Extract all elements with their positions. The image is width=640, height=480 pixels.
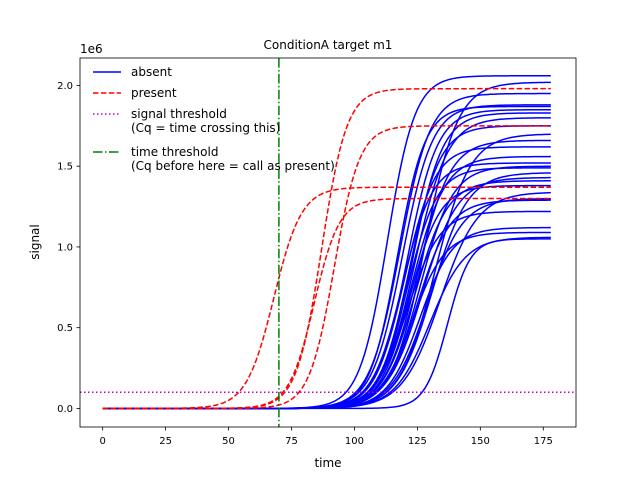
x-tick-label: 175 (534, 436, 553, 447)
y-axis-multiplier: 1e6 (80, 42, 103, 56)
absent-curve-27 (102, 191, 551, 410)
present-curve-28 (102, 87, 551, 410)
absent-curve-25 (102, 133, 551, 410)
legend-label-3: time threshold (131, 145, 218, 159)
legend-label-2: (Cq = time crossing this) (131, 121, 280, 135)
legend-label-3: (Cq before here = call as present) (131, 159, 335, 173)
x-tick-label: 25 (159, 436, 172, 447)
x-tick-label: 150 (471, 436, 490, 447)
plot-area (80, 58, 576, 427)
x-axis-label: time (314, 456, 341, 470)
absent-curve-26 (102, 172, 551, 410)
y-tick-label: 1.0 (57, 242, 73, 253)
absent-curve-22 (102, 236, 551, 410)
x-tick-label: 0 (99, 436, 105, 447)
y-axis: 0.0 0.5 1.0 1.5 2.0 (57, 81, 80, 415)
x-tick-label: 100 (345, 436, 364, 447)
absent-curve-10 (102, 155, 551, 410)
absent-curve-23 (102, 238, 551, 410)
legend-label-0: absent (131, 65, 172, 79)
y-tick-label: 0.5 (57, 323, 73, 334)
legend-label-2: signal threshold (131, 107, 227, 121)
y-tick-label: 2.0 (57, 81, 73, 92)
y-tick-label: 1.5 (57, 162, 73, 173)
absent-curve-21 (102, 231, 551, 410)
absent-curve-17 (102, 197, 551, 410)
legend: absent present signal threshold(Cq = time … (93, 65, 335, 173)
absent-curve-9 (102, 146, 551, 410)
absent-curve-6 (102, 92, 551, 410)
chart-title: ConditionA target m1 (264, 38, 393, 52)
absent-curve-20 (102, 226, 551, 410)
x-tick-label: 50 (222, 436, 235, 447)
absent-curve-11 (102, 162, 551, 410)
legend-label-1: present (131, 86, 177, 100)
present-curve-31 (102, 197, 551, 410)
x-tick-label: 75 (285, 436, 298, 447)
absent-curve-8 (102, 139, 551, 410)
y-axis-label: signal (28, 224, 42, 260)
x-axis: 0 25 50 75 100 125 150 175 (99, 427, 553, 447)
x-tick-label: 125 (408, 436, 427, 447)
absent-curve-15 (102, 180, 551, 410)
y-tick-label: 0.0 (57, 404, 73, 415)
absent-curve-12 (102, 165, 551, 410)
plot-frame (79, 57, 577, 428)
